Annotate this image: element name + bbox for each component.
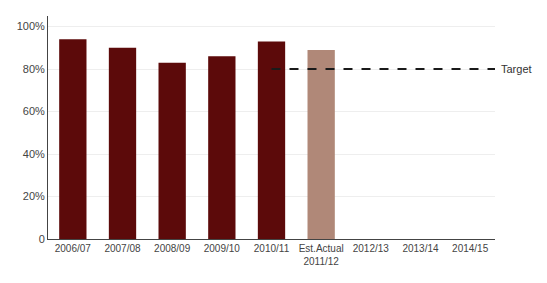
svg-text:0: 0 [39, 233, 45, 245]
svg-text:100%: 100% [17, 20, 45, 32]
svg-text:2010/11: 2010/11 [254, 243, 290, 254]
svg-text:40%: 40% [23, 148, 45, 160]
svg-text:2007/08: 2007/08 [104, 243, 141, 254]
svg-text:2012/13: 2012/13 [353, 243, 390, 254]
svg-text:80%: 80% [23, 63, 45, 75]
svg-text:2008/09: 2008/09 [154, 243, 191, 254]
svg-text:20%: 20% [23, 190, 45, 202]
svg-text:60%: 60% [23, 105, 45, 117]
svg-text:2009/10: 2009/10 [204, 243, 241, 254]
svg-text:2013/14: 2013/14 [402, 243, 439, 254]
svg-text:Target: Target [501, 63, 532, 75]
svg-text:2014/15: 2014/15 [452, 243, 489, 254]
svg-text:2006/07: 2006/07 [55, 243, 92, 254]
svg-text:Est.Actual2011/12: Est.Actual2011/12 [299, 243, 344, 267]
